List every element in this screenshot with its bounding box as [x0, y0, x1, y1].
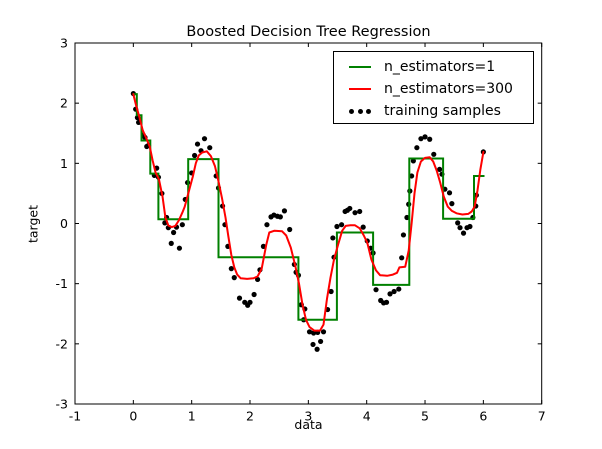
red-line-swatch	[349, 88, 371, 90]
training-dot	[400, 232, 407, 238]
training-dot	[251, 291, 257, 298]
x-axis-label: data	[294, 417, 323, 432]
y-tick-label: -3	[56, 397, 68, 412]
step-line-n-estimators-1	[133, 93, 485, 321]
training-dot	[431, 151, 437, 157]
x-tick-label: 4	[363, 409, 371, 424]
training-dot	[360, 224, 366, 230]
training-dot	[228, 266, 234, 272]
x-tick-label: 7	[538, 409, 546, 424]
training-dot	[254, 276, 261, 283]
training-dot	[427, 136, 433, 142]
training-dot	[328, 288, 334, 295]
training-dot	[460, 230, 467, 236]
training-dot	[201, 136, 208, 142]
training-dot	[422, 134, 428, 140]
training-dot	[236, 295, 243, 301]
training-dot	[396, 286, 402, 292]
training-dot	[176, 245, 183, 251]
training-dot	[391, 288, 397, 295]
chart-title: Boosted Decision Tree Regression	[186, 24, 431, 40]
training-dot	[399, 255, 405, 261]
y-tick-label: -1	[56, 276, 68, 291]
training-dot	[409, 173, 415, 179]
training-dot	[264, 222, 270, 228]
training-dot	[467, 223, 473, 230]
black-dots-swatch	[349, 108, 371, 114]
training-dot	[314, 346, 320, 352]
x-tick-label: 0	[129, 409, 137, 424]
y-axis-label: target	[25, 204, 41, 244]
legend-item-estimators-300: n_estimators=300	[349, 78, 533, 100]
x-tick-label: 1	[188, 409, 196, 424]
training-dot	[191, 152, 198, 159]
y-tick-label: 1	[60, 156, 68, 171]
y-tick-label: 0	[60, 216, 68, 231]
legend-item-estimators-1: n_estimators=1	[349, 56, 533, 78]
training-dot	[170, 229, 177, 236]
training-dot	[311, 330, 317, 336]
training-dot	[347, 205, 353, 212]
legend-label: training samples	[384, 103, 501, 119]
training-dot	[437, 166, 443, 172]
y-tick-label: 3	[60, 36, 68, 51]
training-dot	[387, 291, 393, 297]
training-dot	[231, 275, 237, 281]
legend-item-training-samples: training samples	[349, 100, 533, 122]
training-dot	[449, 201, 455, 207]
training-dot	[330, 235, 336, 241]
x-tick-label: 2	[246, 409, 254, 424]
training-dot	[310, 341, 316, 348]
training-dot	[168, 240, 174, 246]
training-dot	[446, 190, 453, 196]
training-dot	[418, 136, 424, 142]
training-dot	[194, 141, 201, 147]
training-dot	[281, 208, 288, 214]
training-dot	[455, 220, 461, 226]
legend: n_estimators=1 n_estimators=300 training…	[333, 51, 534, 124]
x-tick-label: 5	[421, 409, 429, 424]
training-dot	[457, 225, 463, 231]
training-dot	[352, 210, 358, 216]
x-tick-label: 6	[479, 409, 487, 424]
training-dot	[320, 329, 327, 335]
training-dot	[357, 208, 363, 215]
training-dot	[404, 214, 410, 221]
legend-label: n_estimators=300	[384, 81, 513, 97]
training-dot	[306, 329, 313, 335]
training-dot	[414, 145, 420, 151]
training-dot	[410, 158, 416, 164]
green-line-swatch	[349, 66, 371, 68]
training-dot	[207, 145, 213, 151]
training-dot	[277, 214, 283, 220]
training-dot	[383, 299, 390, 305]
training-dot	[339, 222, 345, 228]
x-tick-label: -1	[69, 409, 81, 424]
training-dot	[179, 222, 185, 228]
training-dot	[334, 223, 340, 230]
line-n-estimators-300	[132, 93, 485, 332]
legend-label: n_estimators=1	[384, 59, 496, 75]
y-tick-label: 2	[60, 96, 68, 111]
training-dot	[247, 299, 253, 305]
training-dot	[318, 338, 324, 345]
training-dot	[373, 287, 379, 293]
training-dot	[287, 226, 293, 233]
y-tick-label: -2	[56, 336, 68, 351]
x-tick-label: 3	[304, 409, 312, 424]
